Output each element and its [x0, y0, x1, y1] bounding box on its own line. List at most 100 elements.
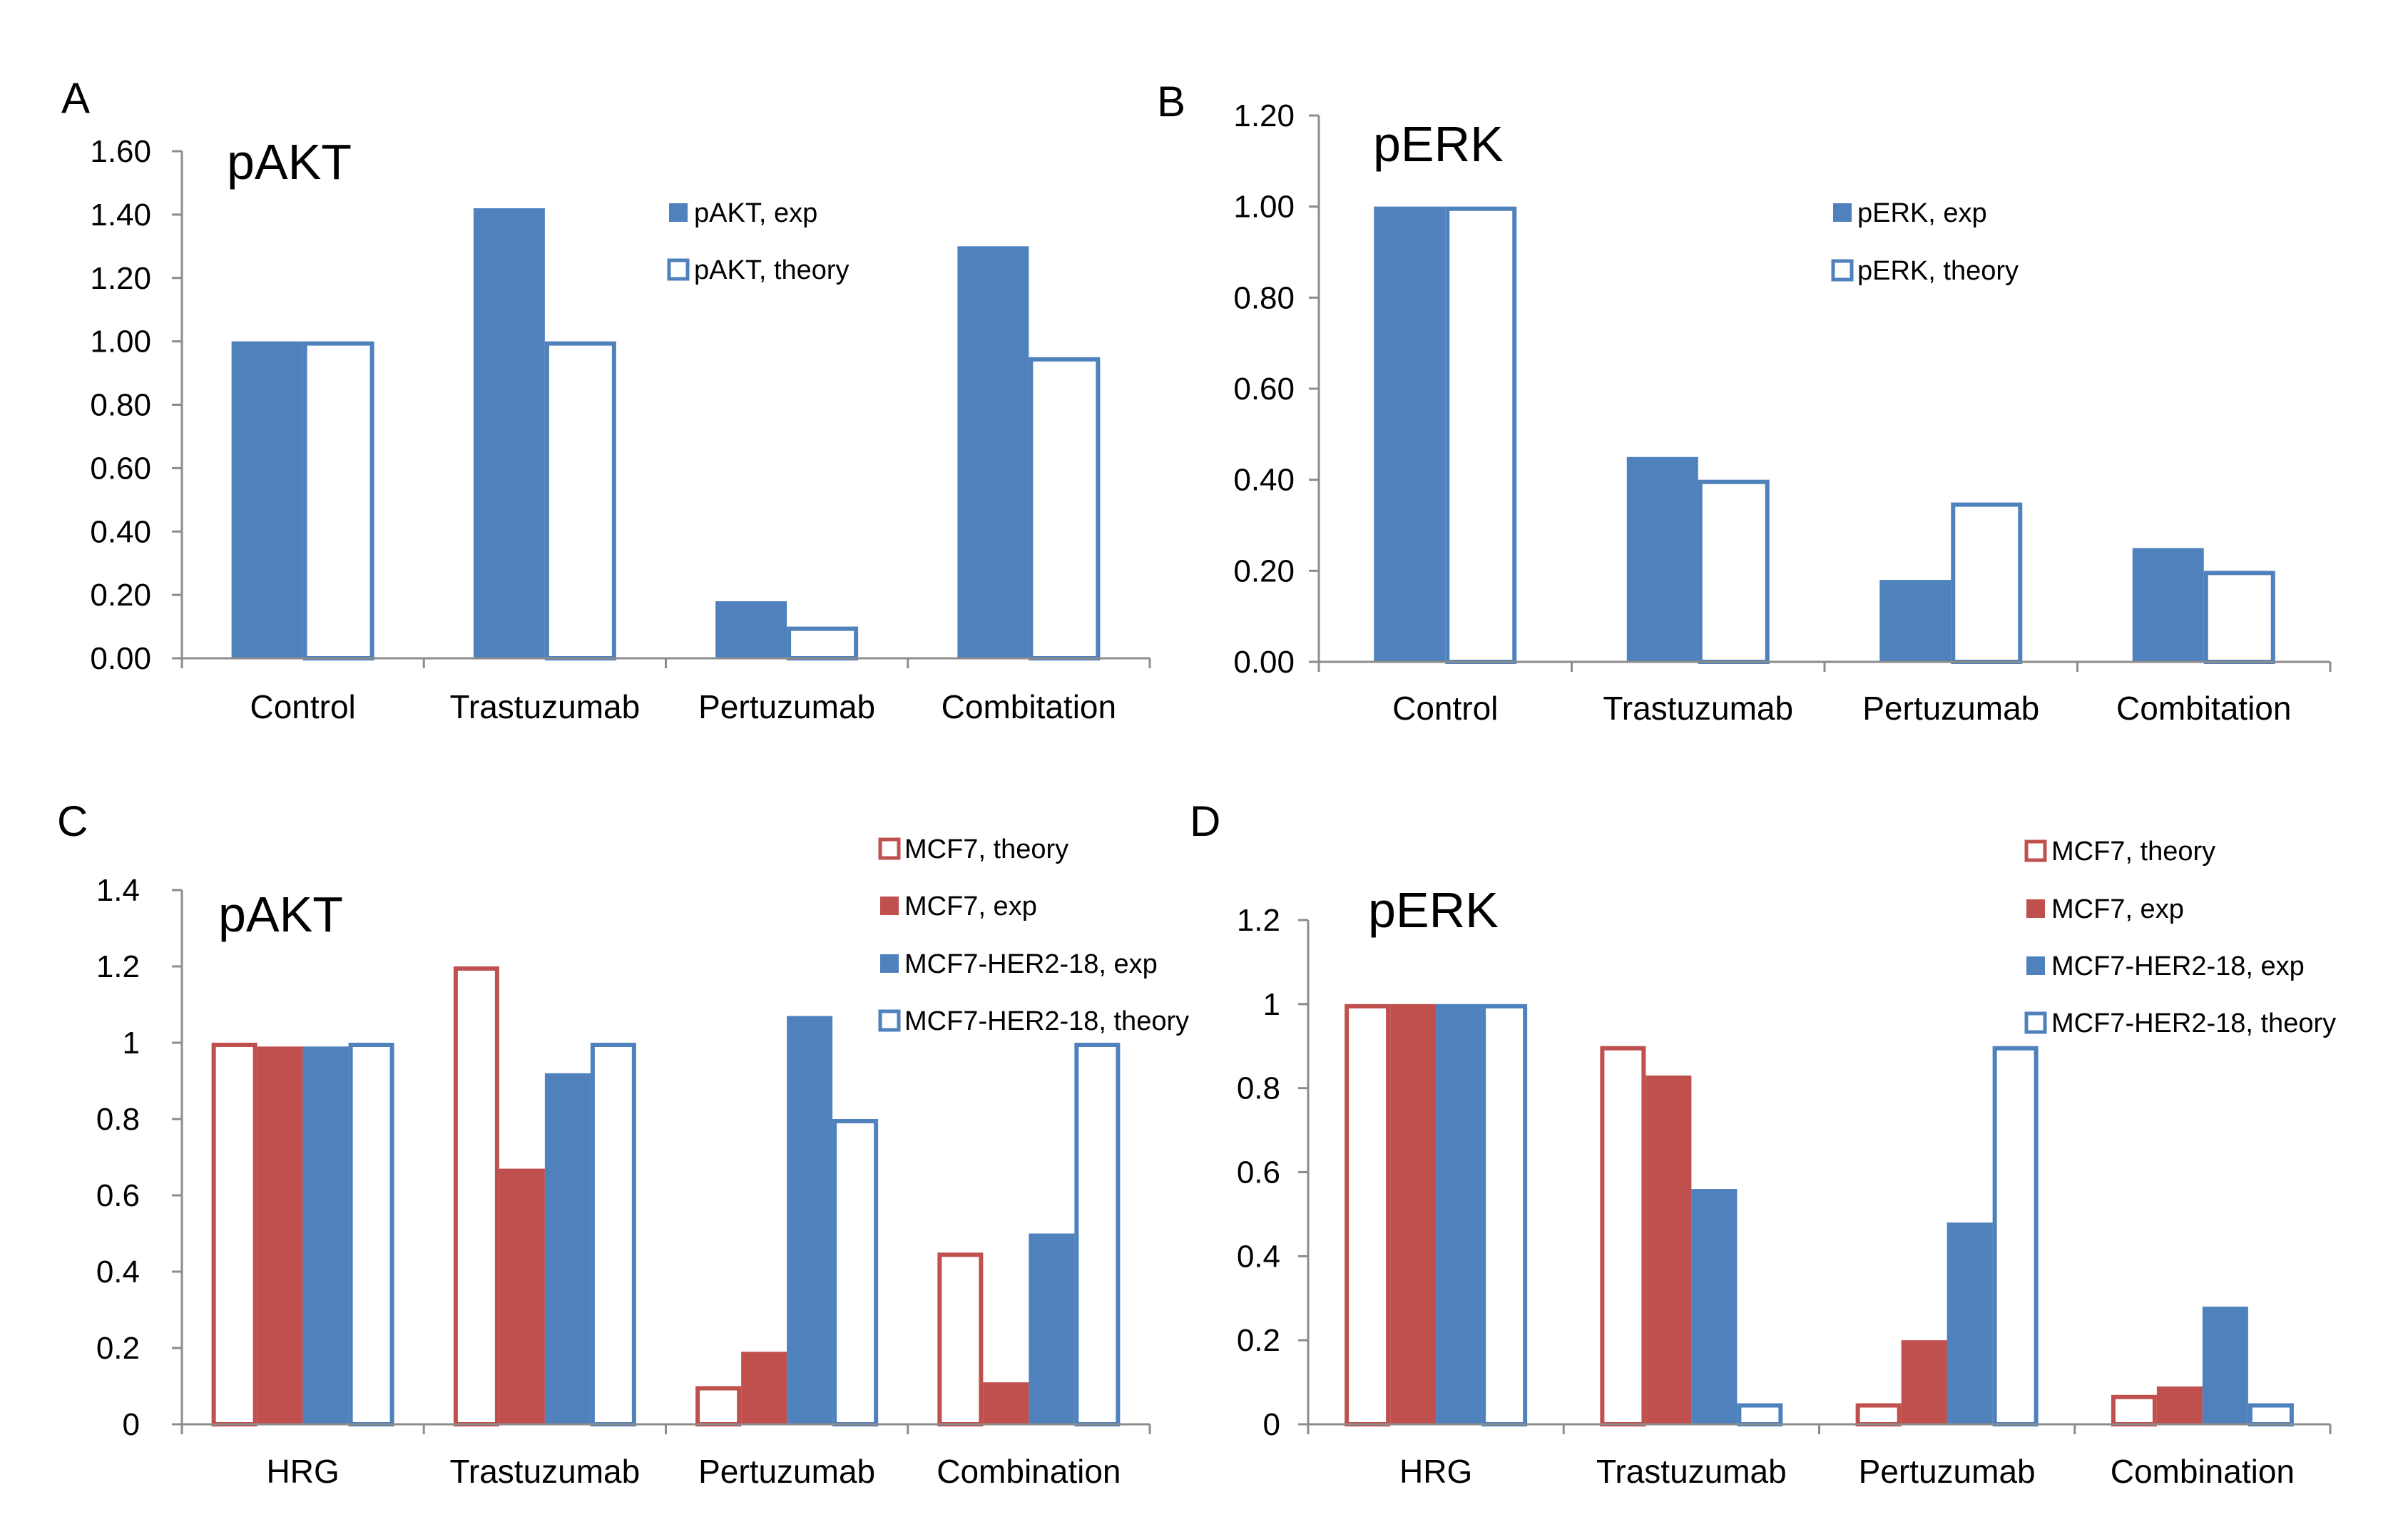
bar-mcf7-theory-pertuzumab [1855, 1403, 1902, 1426]
legend-swatch-mcf7-exp [2026, 899, 2045, 918]
panel-d: D pERK 0 0.2 0.4 0.6 0.8 1 1.2 HRG Trastuzumab P… [1190, 797, 2336, 1490]
legend-label-her2-exp: MCF7-HER2-18, exp [904, 949, 1158, 979]
y-tick-label: 0.6 [1237, 1155, 1280, 1190]
x-tick-label: Control [250, 688, 355, 725]
y-tick-label: 0.80 [90, 388, 151, 423]
x-tick-label: HRG [1399, 1453, 1472, 1490]
bar-mcf7-exp-combination [983, 1382, 1029, 1424]
legend-swatch-perk-theory [1831, 259, 1854, 282]
bar-mcf7-exp-pertuzumab [741, 1352, 787, 1424]
y-tick-label: 0 [123, 1407, 140, 1442]
bar-mcf7-her2-18-theory-combination [1074, 1043, 1121, 1426]
legend-swatch-her2-theory [2024, 1011, 2047, 1034]
bar-mcf7-her2-18-theory-hrg [348, 1043, 394, 1426]
bar-pakt-exp-trastuzumab [473, 208, 545, 658]
legend-label-pakt-exp: pAKT, exp [694, 198, 817, 228]
x-tick-label: Combination [2111, 1453, 2295, 1490]
plot-area [211, 966, 1121, 1426]
legend-label-mcf7-exp: MCF7, exp [2051, 894, 2184, 924]
bar-perk-theory-combitation [2203, 571, 2275, 664]
bar-mcf7-her2-18-exp-hrg [302, 1046, 349, 1424]
y-tick-label: 1.60 [90, 134, 151, 169]
y-tick-label: 0.20 [90, 578, 151, 613]
bar-mcf7-her2-18-theory-hrg [1481, 1003, 1528, 1427]
legend-swatch-mcf7-theory [2024, 839, 2047, 862]
legend-label-mcf7-theory: MCF7, theory [2051, 837, 2215, 867]
bar-mcf7-exp-hrg [1390, 1003, 1437, 1424]
bar-perk-theory-trastuzumab [1698, 479, 1770, 665]
panel-letter: D [1190, 797, 1220, 845]
y-tick-label: 0.60 [90, 451, 151, 486]
x-tick-label: Trastuzumab [1603, 690, 1793, 727]
bar-mcf7-theory-combination [2111, 1394, 2157, 1426]
legend-label-her2-theory: MCF7-HER2-18, theory [904, 1006, 1189, 1036]
y-tick-label: 1.00 [90, 325, 151, 359]
bar-mcf7-theory-pertuzumab [695, 1386, 742, 1426]
legend-swatch-mcf7-exp [880, 897, 899, 915]
bar-mcf7-her2-18-exp-combination [1029, 1233, 1075, 1424]
legend: pERK, exp pERK, theory [1831, 198, 2019, 286]
y-tick-label: 0.6 [96, 1178, 140, 1213]
chart-title: pERK [1368, 882, 1499, 938]
x-axis: Control Trastuzumab Pertuzumab Combitation [1317, 660, 2332, 727]
bar-mcf7-her2-18-exp-hrg [1436, 1003, 1482, 1424]
x-tick-label: Trastuzumab [450, 1453, 641, 1490]
legend-label-pakt-theory: pAKT, theory [694, 255, 850, 285]
bar-pakt-exp-control [231, 341, 303, 658]
bar-perk-theory-control [1445, 206, 1517, 664]
bar-mcf7-exp-hrg [257, 1046, 303, 1424]
legend-swatch-her2-exp [880, 954, 899, 973]
y-tick-label: 1 [123, 1026, 140, 1061]
legend-swatch-mcf7-theory [878, 837, 901, 860]
bar-pakt-exp-pertuzumab [715, 601, 787, 658]
bar-pakt-theory-control [302, 341, 374, 660]
y-tick-label: 0.4 [1237, 1239, 1280, 1274]
y-tick-label: 0.8 [96, 1102, 140, 1137]
bar-mcf7-her2-18-exp-combination [2202, 1307, 2248, 1424]
y-tick-label: 0.00 [90, 641, 151, 676]
x-tick-label: Trastuzumab [1596, 1453, 1787, 1490]
legend: MCF7, theory MCF7, exp MCF7-HER2-18, exp… [2024, 837, 2336, 1038]
panel-b: B pERK 0.00 0.20 0.40 0.60 0.80 1.00 1.20 Cont… [1157, 78, 2332, 727]
x-tick-label: Combination [937, 1453, 1121, 1490]
x-tick-label: HRG [267, 1453, 340, 1490]
legend-label-her2-theory: MCF7-HER2-18, theory [2051, 1008, 2336, 1038]
y-tick-label: 1.40 [90, 198, 151, 233]
bar-mcf7-her2-18-exp-pertuzumab [1947, 1222, 1993, 1424]
panel-letter: C [57, 797, 88, 845]
y-tick-label: 0 [1263, 1407, 1280, 1442]
bar-perk-exp-control [1374, 206, 1446, 663]
bar-mcf7-theory-trastuzumab [453, 966, 499, 1426]
bar-mcf7-her2-18-theory-combination [2248, 1403, 2294, 1426]
y-tick-label: 1.2 [96, 949, 140, 984]
panel-letter: A [61, 74, 90, 122]
x-axis: HRG Trastuzumab Pertuzumab Combination [1307, 1423, 2332, 1490]
panel-a: A pAKT 0.00 0.20 0.40 0.60 0.80 1.00 1.20 1.40 1… [61, 74, 1151, 725]
y-tick-label: 0.20 [1233, 553, 1295, 588]
bar-mcf7-theory-combination [937, 1252, 984, 1426]
y-tick-label: 1.00 [1233, 190, 1295, 225]
bar-mcf7-exp-trastuzumab [499, 1168, 545, 1424]
bar-mcf7-her2-18-theory-pertuzumab [1992, 1046, 2039, 1426]
panel-letter: B [1157, 78, 1185, 126]
bar-mcf7-theory-trastuzumab [1600, 1046, 1646, 1426]
legend-swatch-pakt-theory [667, 258, 690, 281]
y-tick-label: 0.40 [90, 514, 151, 549]
x-axis: Control Trastuzumab Pertuzumab Combitation [180, 657, 1151, 725]
bar-mcf7-her2-18-exp-trastuzumab [544, 1073, 591, 1424]
bar-mcf7-her2-18-theory-trastuzumab [590, 1043, 636, 1426]
bar-mcf7-her2-18-exp-pertuzumab [787, 1016, 833, 1424]
x-tick-label: Pertuzumab [1862, 690, 2039, 727]
y-tick-label: 0.00 [1233, 645, 1295, 680]
bar-pakt-theory-pertuzumab [787, 626, 859, 660]
y-tick-label: 0.80 [1233, 280, 1295, 315]
plot-area [1345, 1003, 2294, 1427]
legend-swatch-pakt-exp [669, 203, 688, 222]
y-tick-label: 0.60 [1233, 372, 1295, 407]
y-tick-label: 1.20 [90, 261, 151, 296]
bar-mcf7-theory-hrg [211, 1043, 257, 1426]
legend-label-perk-theory: pERK, theory [1857, 256, 2019, 286]
x-tick-label: Combitation [942, 688, 1116, 725]
plot-area [231, 208, 1101, 660]
